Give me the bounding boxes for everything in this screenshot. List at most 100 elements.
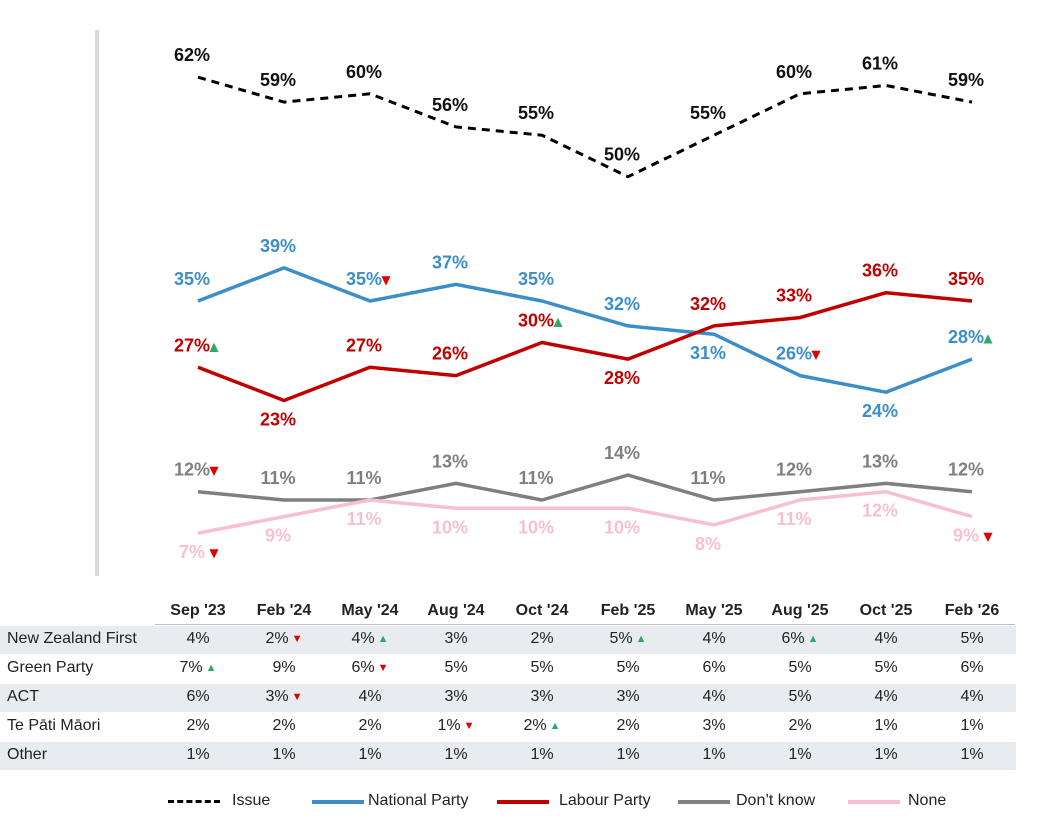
cell-value: 7%: [179, 659, 203, 676]
row-label: Te Pāti Māori: [7, 717, 101, 734]
cell-value: 3%: [265, 688, 289, 705]
legend-label: Issue: [232, 792, 271, 809]
table-cell: 4%: [671, 630, 757, 648]
data-label: 24%: [862, 401, 898, 421]
column-header: Aug '25: [771, 602, 829, 619]
data-label: 11%: [776, 509, 811, 529]
table-cell: 3%: [413, 688, 499, 706]
legend-swatch: [168, 800, 220, 803]
data-label: 8%: [695, 534, 721, 554]
data-label: 11%: [518, 468, 553, 488]
data-label: 56%: [432, 95, 468, 115]
cell-value: 1%: [788, 746, 812, 763]
column-header: Feb '25: [600, 602, 656, 619]
table-cell: 9%: [241, 659, 327, 677]
table-cell: 1%: [413, 746, 499, 764]
data-label: 55%: [690, 103, 726, 123]
column-header: Aug '24: [427, 602, 485, 619]
legend-label: National Party: [368, 792, 469, 809]
triangle-down-icon: ▼: [381, 273, 391, 287]
table-cell: 5%: [929, 630, 1015, 648]
cell-value: 5%: [444, 659, 468, 676]
cell-value: 1%: [702, 746, 726, 763]
table-cell: 5%: [413, 659, 499, 677]
row-label: Other: [7, 746, 48, 763]
cell-value: 3%: [616, 688, 640, 705]
data-label: 27%: [174, 335, 210, 355]
column-header: Oct '25: [859, 602, 913, 619]
triangle-up-icon: ▲: [377, 633, 389, 645]
table-cell: 2%: [585, 717, 671, 735]
data-label: 35%: [948, 269, 984, 289]
triangle-down-icon: ▼: [811, 348, 821, 362]
column-header: Feb '24: [256, 602, 312, 619]
table-cell: 5%: [843, 659, 929, 677]
data-label: 10%: [604, 517, 640, 537]
table-cell: 1%: [757, 746, 843, 764]
series-line-1: [197, 266, 973, 394]
cell-value: 2%: [186, 717, 210, 734]
data-label: 11%: [346, 468, 381, 488]
table-cell: 3%: [585, 688, 671, 706]
table-cell: 1%: [843, 746, 929, 764]
legend-swatch: [848, 800, 900, 804]
cell-value: 9%: [272, 659, 296, 676]
data-label: 35%: [518, 269, 554, 289]
data-label: 10%: [432, 517, 468, 537]
table-cell: 6%: [671, 659, 757, 677]
triangle-down-icon: ▼: [463, 720, 475, 732]
cell-value: 4%: [702, 630, 726, 647]
table-cell: 4%: [155, 630, 241, 648]
cell-value: 5%: [788, 688, 812, 705]
triangle-down-icon: ▼: [291, 633, 303, 645]
table-cell: 4%: [929, 688, 1015, 706]
cell-value: 1%: [874, 717, 898, 734]
table-cell: 5% ▲: [585, 630, 671, 648]
cell-value: 1%: [437, 717, 461, 734]
cell-value: 5%: [530, 659, 554, 676]
data-label: 59%: [260, 70, 296, 90]
cell-value: 6%: [781, 630, 805, 647]
cell-value: 1%: [358, 746, 382, 763]
table-cell: 5%: [757, 688, 843, 706]
cell-value: 1%: [444, 746, 468, 763]
table-cell: 3%: [499, 688, 585, 706]
chart-legend: Issue National Party Labour Party Don’t kno…: [0, 790, 1042, 814]
data-label: 9%: [953, 526, 979, 546]
triangle-up-icon: ▲: [549, 720, 561, 732]
triangle-down-icon: ▼: [291, 691, 303, 703]
data-label: 35%: [174, 269, 210, 289]
triangle-up-icon: ▲: [205, 662, 217, 674]
legend-swatch: [312, 800, 364, 804]
data-label: 60%: [346, 62, 382, 82]
table-header: Sep '23 Feb '24 May '24 Aug '24 Oct '24 Feb '…: [155, 600, 1015, 625]
table-cell: 4%: [843, 688, 929, 706]
series-line-0: [197, 75, 973, 179]
cell-value: 4%: [874, 688, 898, 705]
data-label: 11%: [260, 468, 295, 488]
cell-value: 4%: [702, 688, 726, 705]
cell-value: 2%: [616, 717, 640, 734]
legend-swatch: [678, 800, 730, 804]
cell-value: 3%: [530, 688, 554, 705]
data-label: 23%: [260, 410, 296, 430]
data-label: 10%: [518, 517, 554, 537]
cell-value: 6%: [351, 659, 375, 676]
cell-value: 4%: [960, 688, 984, 705]
triangle-up-icon: ▲: [807, 633, 819, 645]
data-label: 12%: [948, 460, 984, 480]
table-cell: 7% ▲: [155, 659, 241, 677]
data-label: 59%: [948, 70, 984, 90]
column-header: May '25: [685, 602, 743, 619]
data-label: 35%: [346, 269, 382, 289]
row-label: Green Party: [7, 659, 94, 676]
data-label: 11%: [346, 509, 381, 529]
data-label: 28%: [948, 327, 984, 347]
triangle-up-icon: ▲: [635, 633, 647, 645]
table-cell: 2%: [327, 717, 413, 735]
data-label: 12%: [862, 501, 898, 521]
triangle-up-icon: ▲: [553, 314, 563, 328]
triangle-up-icon: ▲: [209, 339, 219, 353]
cell-value: 1%: [874, 746, 898, 763]
data-label: 55%: [518, 103, 554, 123]
